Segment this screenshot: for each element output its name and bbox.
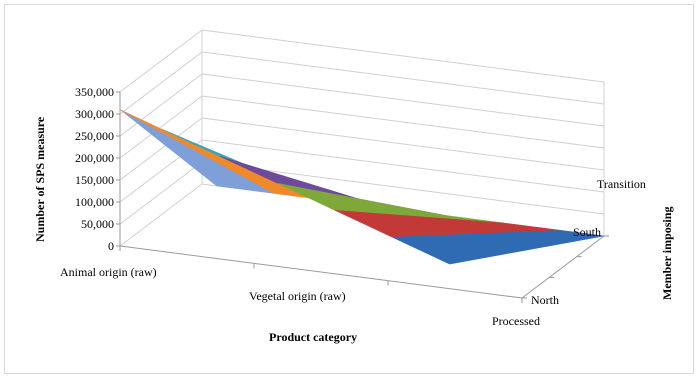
side-gridline: [119, 73, 203, 137]
side-gridline: [119, 183, 203, 247]
depth-tick-label-north: North: [531, 293, 559, 307]
z-axis-title: Member imposing: [660, 207, 674, 300]
back-gridline: [201, 139, 605, 193]
side-gridline: [119, 95, 203, 159]
back-gridline: [201, 95, 605, 149]
side-gridline: [119, 51, 203, 115]
depth-axis-line: [521, 235, 605, 299]
y-tick-label: 50,000: [81, 217, 114, 231]
y-tick-label: 200,000: [75, 151, 114, 165]
y-tick-label: 300,000: [75, 107, 114, 121]
side-gridline: [119, 117, 203, 181]
back-gridline: [201, 29, 605, 83]
category-axis-line: [119, 245, 523, 299]
x-tick-label-processed: Processed: [492, 314, 540, 328]
surface-bands: [119, 109, 605, 265]
back-gridline: [201, 117, 605, 171]
x-tick-label-vegetal: Vegetal origin (raw): [249, 289, 346, 303]
y-tick-labels: 0 50,000 100,000 150,000 200,000 250,000 300,0…: [75, 85, 114, 253]
x-axis-title: Product category: [269, 330, 357, 344]
y-tick-label: 150,000: [75, 173, 114, 187]
depth-tick-label-transition: Transition: [597, 177, 646, 191]
y-tick-label: 100,000: [75, 195, 114, 209]
y-axis-title: Number of SPS measure: [33, 116, 47, 242]
x-tick-label-animal: Animal origin (raw): [60, 265, 157, 279]
back-gridline: [201, 51, 605, 105]
side-gridline: [119, 29, 203, 93]
y-tick-label: 0: [108, 239, 114, 253]
side-gridline: [119, 161, 203, 225]
depth-tick-label-south: South: [573, 225, 601, 239]
y-tick-label: 250,000: [75, 129, 114, 143]
axes: [116, 91, 609, 303]
y-tick-label: 350,000: [75, 85, 114, 99]
back-gridline: [201, 73, 605, 127]
back-gridline: [201, 161, 605, 215]
